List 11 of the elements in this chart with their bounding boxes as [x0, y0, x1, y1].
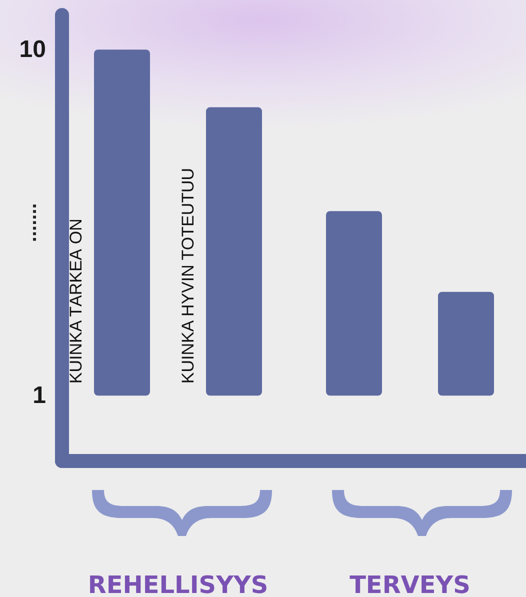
- y-tick-label: 10: [19, 36, 46, 64]
- text: KUINKA HYVIN TOTEUTUU: [178, 168, 198, 384]
- text: KUINKA TÄRKEÄ ON: [66, 218, 86, 384]
- bar: [326, 211, 382, 396]
- x-tick-label: TERVEYS: [350, 571, 470, 597]
- bar: [438, 292, 494, 396]
- bar: [94, 50, 150, 396]
- x-tick-label: REHELLISYYS: [88, 571, 268, 597]
- y-tick-label: 1: [32, 382, 46, 410]
- bar: [206, 107, 262, 396]
- text: .......: [19, 203, 41, 242]
